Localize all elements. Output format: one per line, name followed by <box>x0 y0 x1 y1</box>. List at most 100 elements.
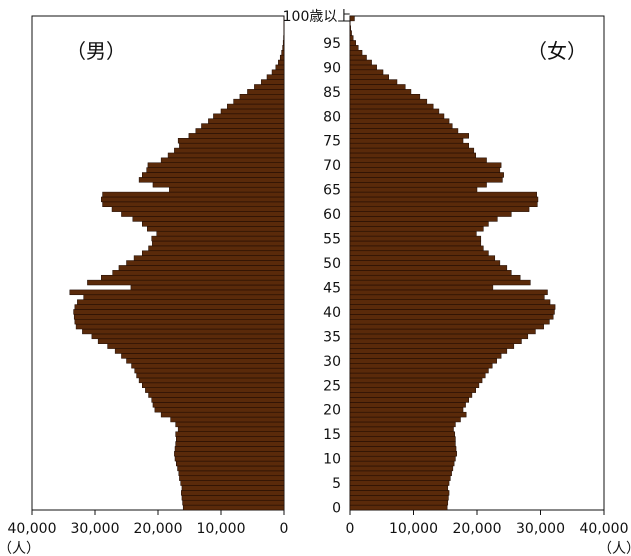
female-bar-age-32 <box>349 348 508 354</box>
male-bar-age-68 <box>142 172 285 178</box>
male-bar-age-84 <box>239 94 285 100</box>
female-bar-age-23 <box>349 392 473 398</box>
female-bar-age-100 <box>349 15 355 22</box>
male-bar-age-36 <box>82 328 285 335</box>
male-bar-age-69 <box>146 167 285 173</box>
age-axis: 0 5 10 15 20 25 30 35 40 45 50 55 60 65 70 75 80 85 90 95 <box>323 36 341 517</box>
female-bar-age-48 <box>349 270 512 276</box>
female-bar-age-5 <box>349 480 450 486</box>
male-bar-age-51 <box>133 255 285 261</box>
female-bar-age-82 <box>349 103 434 110</box>
male-bar-age-62 <box>102 201 285 208</box>
female-bar-age-14 <box>349 436 456 442</box>
male-bar-age-11 <box>174 451 285 457</box>
male-bar-age-63 <box>101 196 285 203</box>
female-bar-age-21 <box>349 402 466 408</box>
female-bar-age-4 <box>349 485 449 491</box>
female-bar-age-42 <box>349 299 551 305</box>
female-bar-age-3 <box>349 490 450 496</box>
male-x-tick-label: 30,000 <box>71 521 120 537</box>
male-bar-age-61 <box>111 206 285 212</box>
male-bar-age-47 <box>101 274 285 281</box>
male-bar-age-18 <box>170 416 285 423</box>
female-bar-age-55 <box>349 235 482 242</box>
male-bar-age-82 <box>227 103 285 110</box>
male-bar-age-7 <box>178 470 285 477</box>
age-tick-label: 85 <box>323 85 341 101</box>
male-bar-age-42 <box>77 299 285 305</box>
female-bar-age-98 <box>349 25 351 31</box>
male-bar-age-86 <box>254 84 285 90</box>
female-bar-age-77 <box>349 128 459 134</box>
female-bar-age-90 <box>349 64 377 71</box>
female-bar-age-69 <box>349 167 501 173</box>
male-bar-age-55 <box>151 235 285 242</box>
female-bar-age-84 <box>349 94 421 100</box>
female-bar-age-8 <box>349 465 454 472</box>
male-bar-age-37 <box>75 323 285 330</box>
male-bar-age-41 <box>74 304 285 310</box>
female-bar-age-12 <box>349 446 457 452</box>
male-bar-age-32 <box>114 348 285 354</box>
age-tick-label: 60 <box>323 207 341 223</box>
male-bar-age-20 <box>154 407 285 413</box>
age-tick-label: 5 <box>332 476 341 492</box>
female-bar-age-41 <box>349 304 556 310</box>
female-bar-age-2 <box>349 495 449 501</box>
female-bar-age-79 <box>349 118 450 124</box>
female-bar-age-35 <box>349 333 529 340</box>
male-bar-age-88 <box>266 74 285 80</box>
male-bar-age-90 <box>275 64 285 71</box>
male-bar-age-79 <box>208 118 285 124</box>
female-bar-age-31 <box>349 353 502 359</box>
female-bar-age-63 <box>349 196 539 203</box>
female-bar-age-76 <box>349 133 469 139</box>
male-bar-age-40 <box>73 309 285 315</box>
female-x-axis: 0 10,000 20,000 30,000 40,000 <box>346 510 629 537</box>
male-bar-age-74 <box>179 142 285 149</box>
male-bar-age-45 <box>130 284 285 291</box>
male-bars-group <box>69 15 285 511</box>
male-bar-age-5 <box>180 480 285 486</box>
age-tick-label: 80 <box>323 109 341 125</box>
male-x-tick-label: 10,000 <box>197 521 246 537</box>
male-bar-age-59 <box>132 216 285 222</box>
female-bar-age-24 <box>349 387 476 393</box>
male-bar-age-44 <box>69 289 285 296</box>
age-tick-label: 25 <box>323 378 341 394</box>
age-tick-label: 50 <box>323 256 341 272</box>
male-bar-age-21 <box>152 402 285 408</box>
male-bar-age-94 <box>282 45 285 51</box>
male-bar-age-29 <box>131 363 285 369</box>
male-bar-age-30 <box>126 358 285 364</box>
female-bar-age-66 <box>349 182 487 188</box>
male-bar-age-89 <box>271 69 285 75</box>
age-tick-label: 45 <box>323 280 341 296</box>
male-bar-age-10 <box>174 455 285 462</box>
female-bar-age-37 <box>349 323 544 330</box>
female-bar-age-43 <box>349 294 545 300</box>
male-bar-age-25 <box>142 382 285 388</box>
male-bar-age-28 <box>134 367 285 374</box>
female-bar-age-92 <box>349 54 367 61</box>
male-x-tick-label: 20,000 <box>134 521 183 537</box>
male-bar-age-57 <box>147 226 285 232</box>
female-bar-age-30 <box>349 358 497 364</box>
female-bar-age-74 <box>349 142 469 149</box>
female-bar-age-34 <box>349 338 522 344</box>
age-tick-label: 35 <box>323 329 341 345</box>
male-bar-age-6 <box>179 475 285 481</box>
female-bar-age-71 <box>349 157 487 163</box>
age-tick-label: 10 <box>323 452 341 468</box>
age-tick-label: 90 <box>323 60 341 76</box>
male-bar-age-58 <box>142 221 285 227</box>
female-bar-age-25 <box>349 382 480 388</box>
female-bar-age-28 <box>349 367 489 374</box>
female-x-tick-label: 40,000 <box>580 521 629 537</box>
male-bar-age-50 <box>126 260 285 266</box>
male-bar-age-65 <box>169 186 285 193</box>
age-tick-label: 0 <box>332 501 341 517</box>
male-bar-age-2 <box>181 495 285 501</box>
